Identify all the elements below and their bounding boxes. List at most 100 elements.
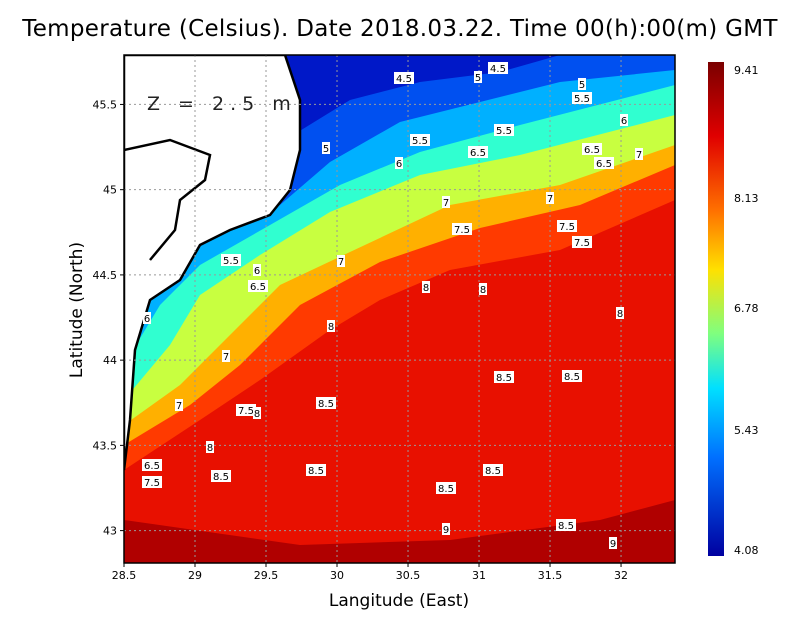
contour-label-bg xyxy=(572,236,592,248)
contour-label: 8 xyxy=(328,322,334,333)
colorbar-label: 4.08 xyxy=(734,544,759,557)
land-coastline xyxy=(124,55,302,471)
contour-label: 7 xyxy=(176,401,182,412)
contour-label-bg xyxy=(221,254,241,266)
contour-label-bg xyxy=(488,62,508,74)
contour-label-bg xyxy=(442,196,450,208)
x-tick-label: 31 xyxy=(472,569,486,582)
y-tick-label: 44 xyxy=(103,354,117,367)
contour-label: 7 xyxy=(223,352,229,363)
contour-label-bg xyxy=(557,220,577,232)
contour-label: 6 xyxy=(254,266,260,277)
contour-label: 8 xyxy=(254,409,260,420)
contour-label: 8.5 xyxy=(438,484,454,495)
y-tick-label: 44.5 xyxy=(93,269,118,282)
contour-label: 7 xyxy=(547,194,553,205)
contour-label: 6.5 xyxy=(250,282,266,293)
contour-label-bg xyxy=(253,264,261,276)
contour-label-bg xyxy=(222,350,230,362)
contour-label: 6 xyxy=(144,314,150,325)
contour-label: 4.5 xyxy=(490,64,506,75)
y-tick-label: 43.5 xyxy=(93,439,118,452)
contour-label-bg xyxy=(327,320,335,332)
contour-label-bg xyxy=(422,281,430,293)
contour-label: 8.5 xyxy=(485,466,501,477)
contour-label: 4.5 xyxy=(396,74,412,85)
contour-label: 5.5 xyxy=(412,136,428,147)
contour-label: 7 xyxy=(443,198,449,209)
contour-label-bg xyxy=(572,92,592,104)
y-tick-label: 45.5 xyxy=(93,98,118,111)
contour-label-bg xyxy=(236,404,256,416)
contour-label: 6.5 xyxy=(596,159,612,170)
contour-label: 8 xyxy=(480,285,486,296)
contour-label: 8 xyxy=(207,443,213,454)
contour-label-bg xyxy=(395,157,403,169)
contour-label-bg xyxy=(578,78,586,90)
contour-label-bg xyxy=(546,192,554,204)
contour-label-bg xyxy=(337,255,345,267)
contour-label-bg xyxy=(142,459,162,471)
y-tick-label: 43 xyxy=(103,525,117,538)
contour-label-bg xyxy=(494,371,514,383)
contour-label-bg xyxy=(322,142,330,154)
contour-label-bg xyxy=(248,280,268,292)
contour-label-bg xyxy=(306,464,326,476)
contour-label-bg xyxy=(142,476,162,488)
contour-label: 8 xyxy=(423,283,429,294)
contour-label: 8.5 xyxy=(496,373,512,384)
contour-label-bg xyxy=(635,148,643,160)
contour-label: 9 xyxy=(610,539,616,550)
field-9 xyxy=(124,500,675,563)
contour-label: 8.5 xyxy=(318,399,334,410)
x-tick-label: 29.5 xyxy=(254,569,279,582)
x-tick-label: 32 xyxy=(614,569,628,582)
colorbar xyxy=(708,62,724,556)
contour-label: 6 xyxy=(621,116,627,127)
contour-label-bg xyxy=(253,407,261,419)
colorbar-labels: 9.41 8.13 6.78 5.43 4.08 xyxy=(734,64,759,557)
temperature-field: 4.5 5 4.5 5 5.5 6 5.5 5.5 5 6.5 6.5 6.5 7 6 7 7 7.5 7.5 7.… xyxy=(124,55,675,563)
contour-label-bg xyxy=(582,143,602,155)
plot-frame xyxy=(123,54,676,564)
contour-label: 6.5 xyxy=(584,145,600,156)
contour-label: 7 xyxy=(338,257,344,268)
contour-label: 6 xyxy=(396,159,402,170)
contour-label-bg xyxy=(442,523,450,535)
contour-label-bg xyxy=(394,72,414,84)
contour-label: 7.5 xyxy=(559,222,575,233)
contour-label: 5 xyxy=(323,144,329,155)
x-tick-label: 30 xyxy=(330,569,344,582)
contour-label: 5 xyxy=(475,73,481,84)
x-tick-label: 30.5 xyxy=(396,569,421,582)
contour-label-bg xyxy=(474,71,482,83)
contour-label-bg xyxy=(206,441,214,453)
contour-label-bg xyxy=(316,397,336,409)
x-tick-label: 29 xyxy=(188,569,202,582)
x-axis-label: Langitude (East) xyxy=(329,591,469,611)
contour-label: 7.5 xyxy=(574,238,590,249)
coastline-inner xyxy=(124,138,212,261)
contour-label: 5.5 xyxy=(496,126,512,137)
contour-label: 5 xyxy=(579,80,585,91)
contour-label-bg xyxy=(211,470,231,482)
contour-label: 8 xyxy=(617,309,623,320)
contour-label-bg xyxy=(143,312,151,324)
contour-label: 7.5 xyxy=(454,225,470,236)
contour-label-bg xyxy=(452,223,472,235)
y-tick-label: 45 xyxy=(103,184,117,197)
contour-label: 8.5 xyxy=(213,472,229,483)
contour-label: 5.5 xyxy=(574,94,590,105)
plot-title: Temperature (Celsius). Date 2018.03.22. … xyxy=(22,16,778,42)
contour-label: 8.5 xyxy=(558,521,574,532)
contour-label-bg xyxy=(479,283,487,295)
contour-label: 5.5 xyxy=(223,256,239,267)
contour-label: 7 xyxy=(636,150,642,161)
grid-lines xyxy=(124,55,675,563)
contour-label-bg xyxy=(483,464,503,476)
contour-label-bg xyxy=(594,157,614,169)
contour-label-bg xyxy=(468,146,488,158)
contour-label-bg xyxy=(616,307,624,319)
x-tick-label: 31.5 xyxy=(538,569,563,582)
